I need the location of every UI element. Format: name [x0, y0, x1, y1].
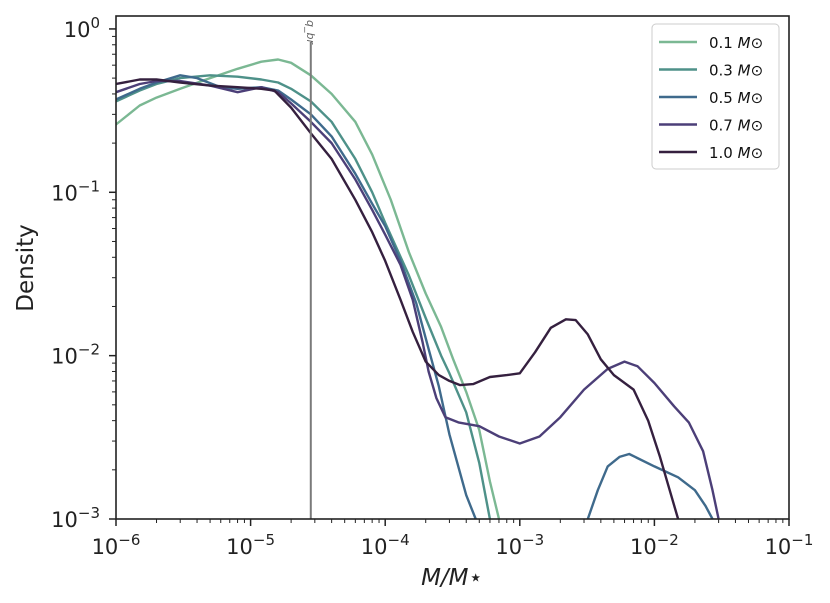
x-tick-label: 10−5 — [226, 531, 275, 559]
q-br-label-bg — [303, 12, 318, 40]
legend-label: 0.1 M⊙ — [709, 34, 763, 52]
y-axis: 100 10−1 10−2 10−3 — [51, 14, 116, 532]
y-axis-title: Density — [13, 224, 39, 311]
legend-label: 1.0 M⊙ — [709, 144, 763, 162]
x-tick-label: 10−3 — [495, 531, 544, 559]
legend-label: 0.5 M⊙ — [709, 89, 763, 107]
legend-box — [651, 23, 780, 170]
legend-label: 0.7 M⊙ — [709, 117, 763, 135]
y-tick-label: 10−3 — [51, 504, 100, 532]
series-line-0-5 — [116, 74, 714, 519]
legend-label: 0.3 M⊙ — [709, 62, 763, 80]
q-br-label: q_br — [304, 20, 317, 45]
x-tick-label: 10−1 — [765, 531, 814, 559]
plot-frame — [115, 15, 790, 520]
x-axis: 10−6 10−5 10−4 10−3 10−2 10−1 — [92, 519, 814, 559]
y-tick-label: 10−1 — [51, 177, 100, 205]
x-tick-label: 10−6 — [92, 531, 141, 559]
series-layer — [116, 58, 720, 519]
reference-line-layer: q_br — [303, 12, 318, 519]
x-axis-title: M/M⋆ — [421, 565, 483, 591]
y-tick-label: 10−2 — [51, 341, 100, 369]
y-tick-label: 100 — [64, 14, 100, 42]
series-line-1-0 — [116, 78, 680, 519]
x-tick-label: 10−4 — [361, 531, 410, 559]
legend: 0.1 M⊙ 0.3 M⊙ 0.5 M⊙ 0.7 M⊙ 1.0 M⊙ — [651, 23, 780, 170]
x-tick-label: 10−2 — [630, 531, 679, 559]
